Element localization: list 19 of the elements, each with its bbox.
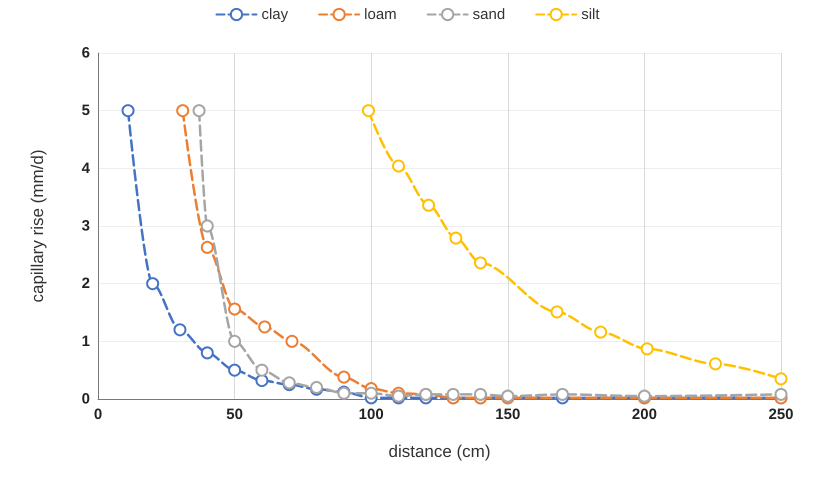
x-tick-label: 0 [94, 406, 102, 423]
x-tick-label: 100 [358, 406, 384, 423]
y-tick-label: 6 [82, 44, 90, 62]
legend-label: clay [261, 6, 289, 23]
legend-label: loam [364, 6, 397, 23]
y-tick-label: 2 [82, 275, 90, 292]
y-tick-label: 4 [82, 160, 91, 177]
x-tick-label: 150 [495, 406, 520, 423]
y-tick-label: 3 [82, 218, 90, 234]
legend-label: silt [581, 6, 600, 23]
y-tick-label: 1 [82, 332, 90, 350]
x-tick-label: 250 [768, 406, 794, 423]
y-tick-label: 0 [82, 390, 90, 408]
legend-label: sand [472, 6, 506, 23]
x-tick-label: 200 [632, 406, 657, 423]
x-tick-label: 50 [226, 406, 243, 423]
y-tick-label: 5 [82, 102, 90, 120]
y-axis-title: capillary rise (mm/d) [28, 149, 47, 303]
x-axis-title: distance (cm) [388, 442, 491, 461]
